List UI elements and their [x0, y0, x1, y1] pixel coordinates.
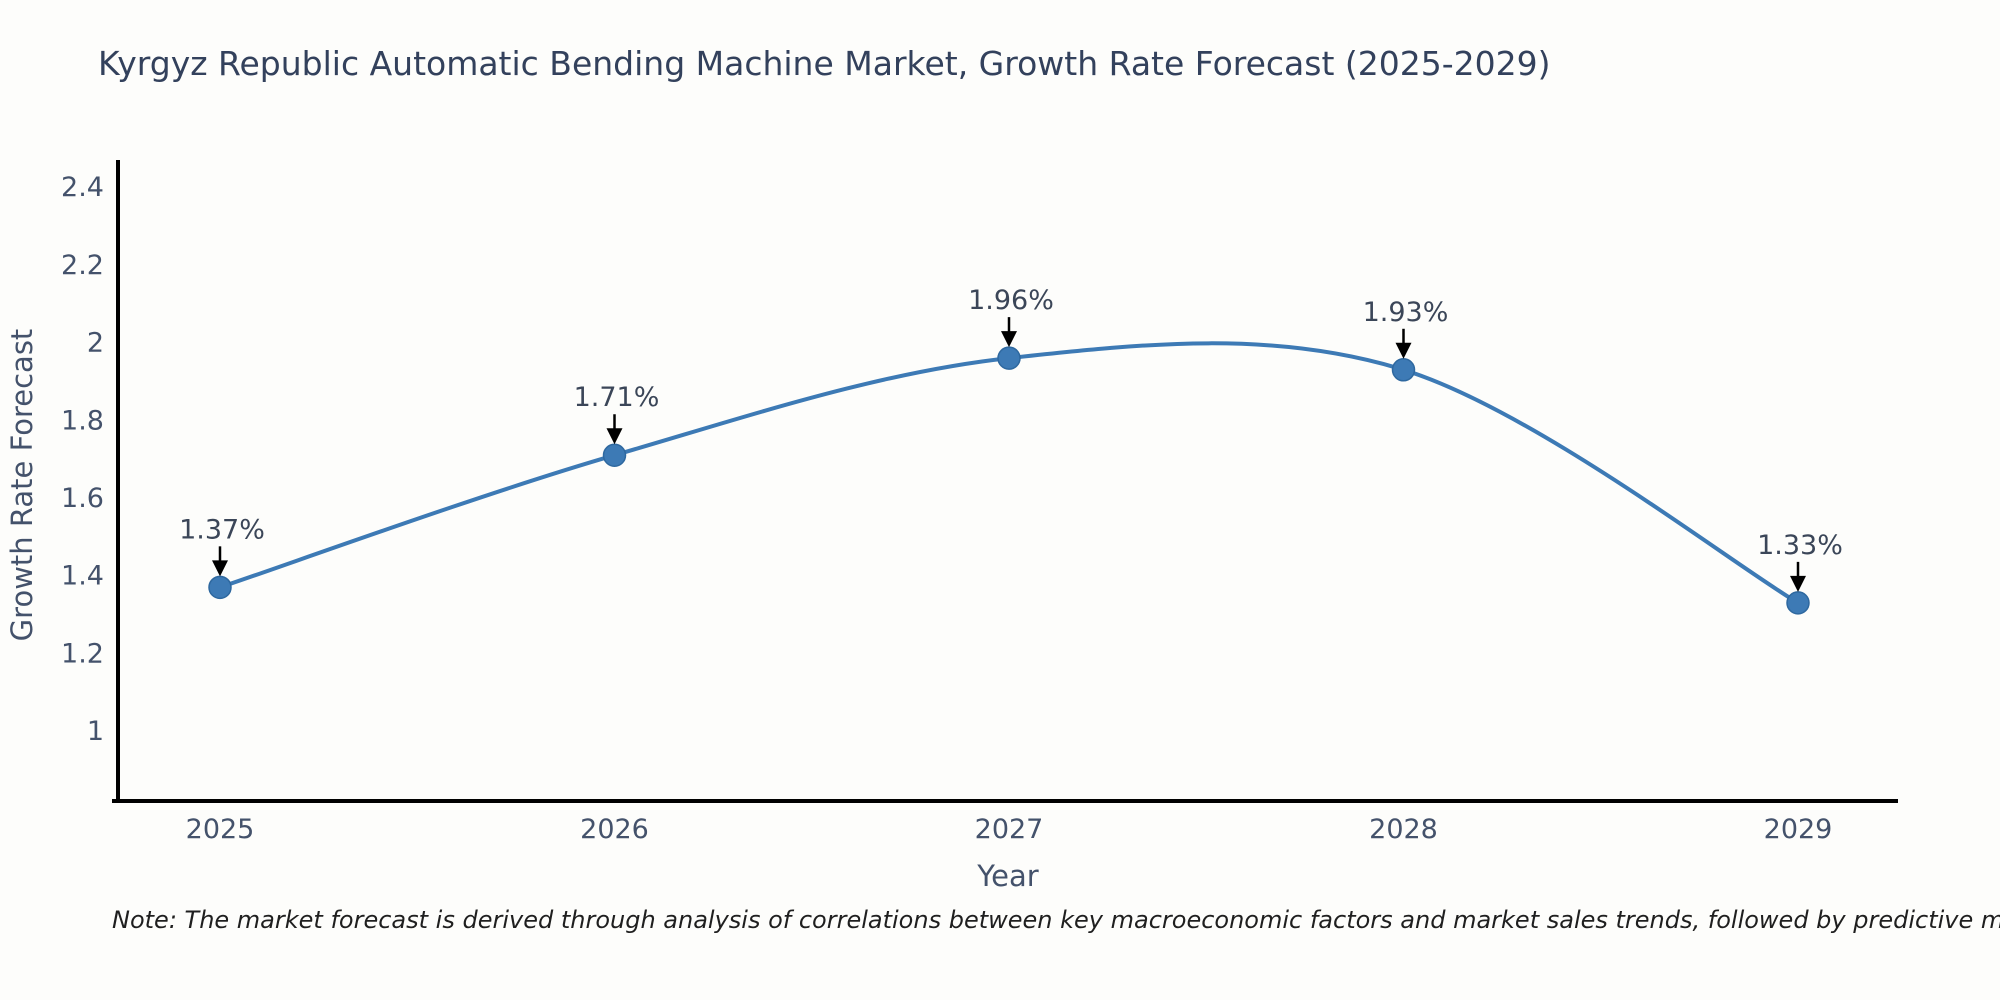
data-point-marker — [997, 346, 1021, 370]
x-axis-title: Year — [976, 859, 1038, 893]
x-tick-label: 2027 — [975, 814, 1044, 845]
y-tick-label: 1.4 — [61, 561, 104, 592]
data-point-label: 1.93% — [1363, 297, 1449, 328]
data-point-marker — [602, 443, 627, 467]
y-tick-label: 1 — [87, 716, 104, 747]
x-tick-label: 2028 — [1369, 814, 1438, 845]
annotation-arrow-head — [212, 560, 228, 577]
x-tick-label: 2026 — [580, 814, 649, 845]
data-point-label: 1.96% — [968, 285, 1054, 316]
annotation-arrow-head — [1001, 331, 1017, 348]
data-point-label: 1.71% — [574, 382, 660, 413]
x-tick-label: 2025 — [186, 814, 255, 845]
x-tick-label: 2029 — [1764, 814, 1833, 845]
data-point-marker — [1391, 358, 1416, 382]
y-tick-label: 2.4 — [61, 172, 104, 203]
footnote: Note: The market forecast is derived thr… — [112, 906, 2000, 934]
y-tick-label: 2.2 — [61, 250, 104, 281]
y-tick-label: 1.8 — [61, 405, 104, 436]
data-point-marker — [208, 575, 232, 600]
y-tick-label: 1.6 — [61, 483, 104, 514]
chart-title: Kyrgyz Republic Automatic Bending Machin… — [98, 44, 1551, 83]
data-point-label: 1.33% — [1757, 530, 1843, 561]
trend-line — [218, 341, 1800, 605]
annotation-arrow-head — [1395, 342, 1412, 359]
y-axis-title: Growth Rate Forecast — [5, 329, 39, 642]
annotation-arrow-head — [1790, 575, 1806, 592]
data-point-label: 1.37% — [179, 514, 265, 545]
annotation-arrow-head — [606, 428, 623, 445]
y-tick-label: 2 — [87, 328, 104, 359]
data-point-marker — [1786, 591, 1810, 615]
y-tick-label: 1.2 — [61, 638, 104, 669]
